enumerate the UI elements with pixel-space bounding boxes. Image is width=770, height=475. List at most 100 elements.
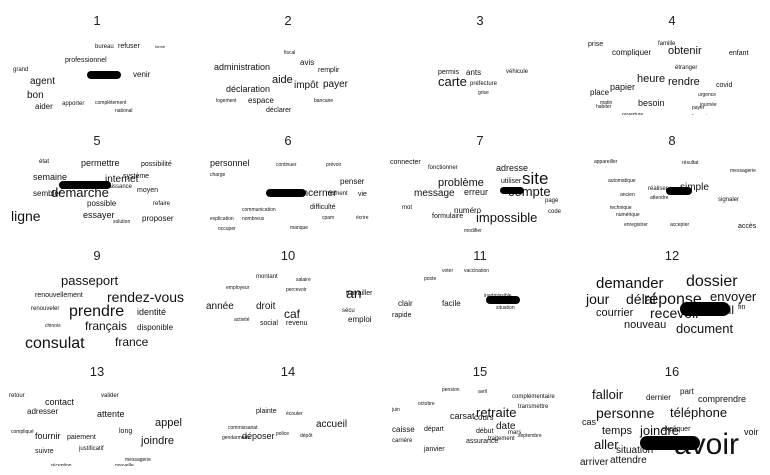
cloud-word: police (276, 431, 290, 437)
panel-4: 4 prise famille compliquer obtenir enfant papi… (580, 5, 764, 115)
word-cloud: plainte écouter accueil commissariat gendarm… (196, 384, 380, 466)
panel-number: 9 (93, 248, 101, 263)
panel-14: 14 plainte écouter accueil commissariat genda… (196, 356, 380, 466)
cloud-word: compliquer (612, 48, 652, 57)
cloud-word: grise (478, 90, 489, 96)
cloud-word: aide (272, 74, 293, 86)
word-cloud: refuser bureau professionnel venir grand agen… (5, 33, 189, 115)
cloud-word: renouveler (31, 306, 60, 312)
cloud-word: téléphone (670, 405, 728, 420)
cloud-word: professionnel (65, 57, 107, 64)
cloud-word: possible (87, 199, 117, 208)
cloud-word: clair (398, 299, 413, 308)
cloud-word: contact (45, 397, 75, 407)
panel-15: 15 pension avril complémentaire octobre retra… (388, 356, 572, 466)
cloud-word: espace (248, 96, 274, 105)
panel-number: 6 (284, 133, 292, 148)
cloud-word: demander (596, 275, 664, 292)
cloud-word: concerner (292, 188, 337, 199)
cloud-word: forme (155, 44, 166, 49)
cloud-word: retraite (476, 405, 517, 420)
cloud-word: comprendre (698, 394, 747, 404)
cloud-word: obtenir (668, 45, 702, 57)
cloud-word: cas (582, 417, 597, 427)
cloud-word: situation (616, 445, 654, 456)
cloud-word: venir (133, 70, 151, 79)
cloud-word: dossier (686, 273, 738, 290)
word-cloud: votervaccinationposteinadmissibleclairfa… (388, 268, 572, 350)
word-cloud: demander dossier réponse envoyer jour délai co… (580, 268, 764, 350)
cloud-word: covid (716, 82, 733, 89)
cloud-word: moyen (137, 187, 159, 194)
cloud-word: heure (637, 73, 666, 85)
cloud-word: véhicule (506, 69, 529, 75)
cloud-word: délai (626, 291, 656, 307)
cloud-word: commissariat (228, 425, 258, 431)
panel-number: 8 (668, 133, 676, 148)
cloud-word: temps (602, 425, 632, 437)
cloud-word: proposer (142, 214, 174, 223)
panel-16: 16 falloir dernier part comprendre personne té… (580, 356, 764, 466)
cloud-word: utiliser (501, 178, 522, 185)
cloud-word: enfant (729, 50, 749, 57)
cloud-word: apporter (62, 101, 85, 107)
obscured-word (87, 71, 121, 79)
word-cloud: personnel continuer prévoir penser concerner… (196, 153, 380, 235)
panel-number: 1 (93, 13, 101, 28)
cloud-word: poste (424, 276, 437, 282)
cloud-word: famille (658, 41, 676, 47)
cloud-word: rapide (392, 312, 412, 319)
cloud-word: assurance (466, 438, 499, 445)
cloud-word: déclarer (266, 107, 292, 114)
cloud-word: adresse (496, 163, 529, 173)
panel-number: 10 (280, 248, 296, 263)
cloud-word: départ (424, 426, 444, 433)
cloud-word: droit (256, 301, 276, 312)
cloud-word: permettre (81, 158, 120, 168)
cloud-word: nouveau (624, 319, 667, 331)
panel-11: 11votervaccinationposteinadmissibleclair… (388, 240, 572, 350)
panel-8: 8 appareiller résultat messagerie réaliser si… (580, 125, 764, 235)
panel-number: 7 (476, 133, 484, 148)
obscured-word (680, 302, 730, 316)
word-cloud: permis ants véhicule carte préfecture grise (388, 33, 572, 115)
cloud-word: continuer (276, 162, 297, 168)
cloud-word: septembre (518, 433, 542, 439)
word-cloud: passeport renouvellement rendez-vous renouv… (5, 268, 189, 350)
cloud-word: message (414, 188, 455, 199)
cloud-word: personnel (210, 158, 250, 168)
cloud-word: attente (97, 409, 125, 419)
cloud-word: avril (478, 389, 488, 395)
cloud-word: automatique (608, 178, 636, 184)
cloud-word: déposer (242, 431, 275, 441)
cloud-word: attendre (650, 195, 669, 201)
panel-number: 5 (93, 133, 101, 148)
cloud-word: technique (610, 205, 632, 211)
cloud-word: fiscal (284, 50, 296, 56)
cloud-word: numéro (454, 206, 482, 215)
word-cloud: montant salaire an travailler employeur perce… (196, 268, 380, 350)
cloud-word: emploi (348, 315, 372, 324)
cloud-word: écrire (356, 215, 369, 221)
cloud-word: cpam (322, 215, 335, 221)
word-cloud: falloir dernier part comprendre personne télé… (580, 384, 764, 467)
cloud-word: besoin (638, 98, 665, 108)
cloud-word: national (115, 108, 133, 114)
panel-number: 2 (284, 13, 292, 28)
cloud-word: date (496, 421, 516, 432)
cloud-word: refaire (153, 201, 171, 207)
cloud-word: numérique (616, 212, 640, 218)
panel-5: 5 état permettre possibilité semaine internet… (5, 125, 189, 235)
cloud-word: disponible (137, 323, 174, 332)
cloud-word: payer (692, 105, 705, 111)
cloud-word: personne (596, 405, 655, 421)
word-cloud: prise famille compliquer obtenir enfant papie… (580, 33, 764, 115)
cloud-word: revenu (286, 320, 308, 327)
obscured-word (666, 187, 692, 195)
panel-9: 9 passeport renouvellement rendez-vous renou… (5, 240, 189, 350)
word-cloud: connecter fonctionner adresse site problème u… (388, 153, 572, 235)
word-cloud: appareiller résultat messagerie réaliser sim… (580, 153, 764, 235)
panel-13: 13 retour contact valider adresser attente app… (5, 356, 189, 466)
cloud-word: journée (700, 102, 717, 108)
cloud-word: attendre (610, 455, 647, 466)
